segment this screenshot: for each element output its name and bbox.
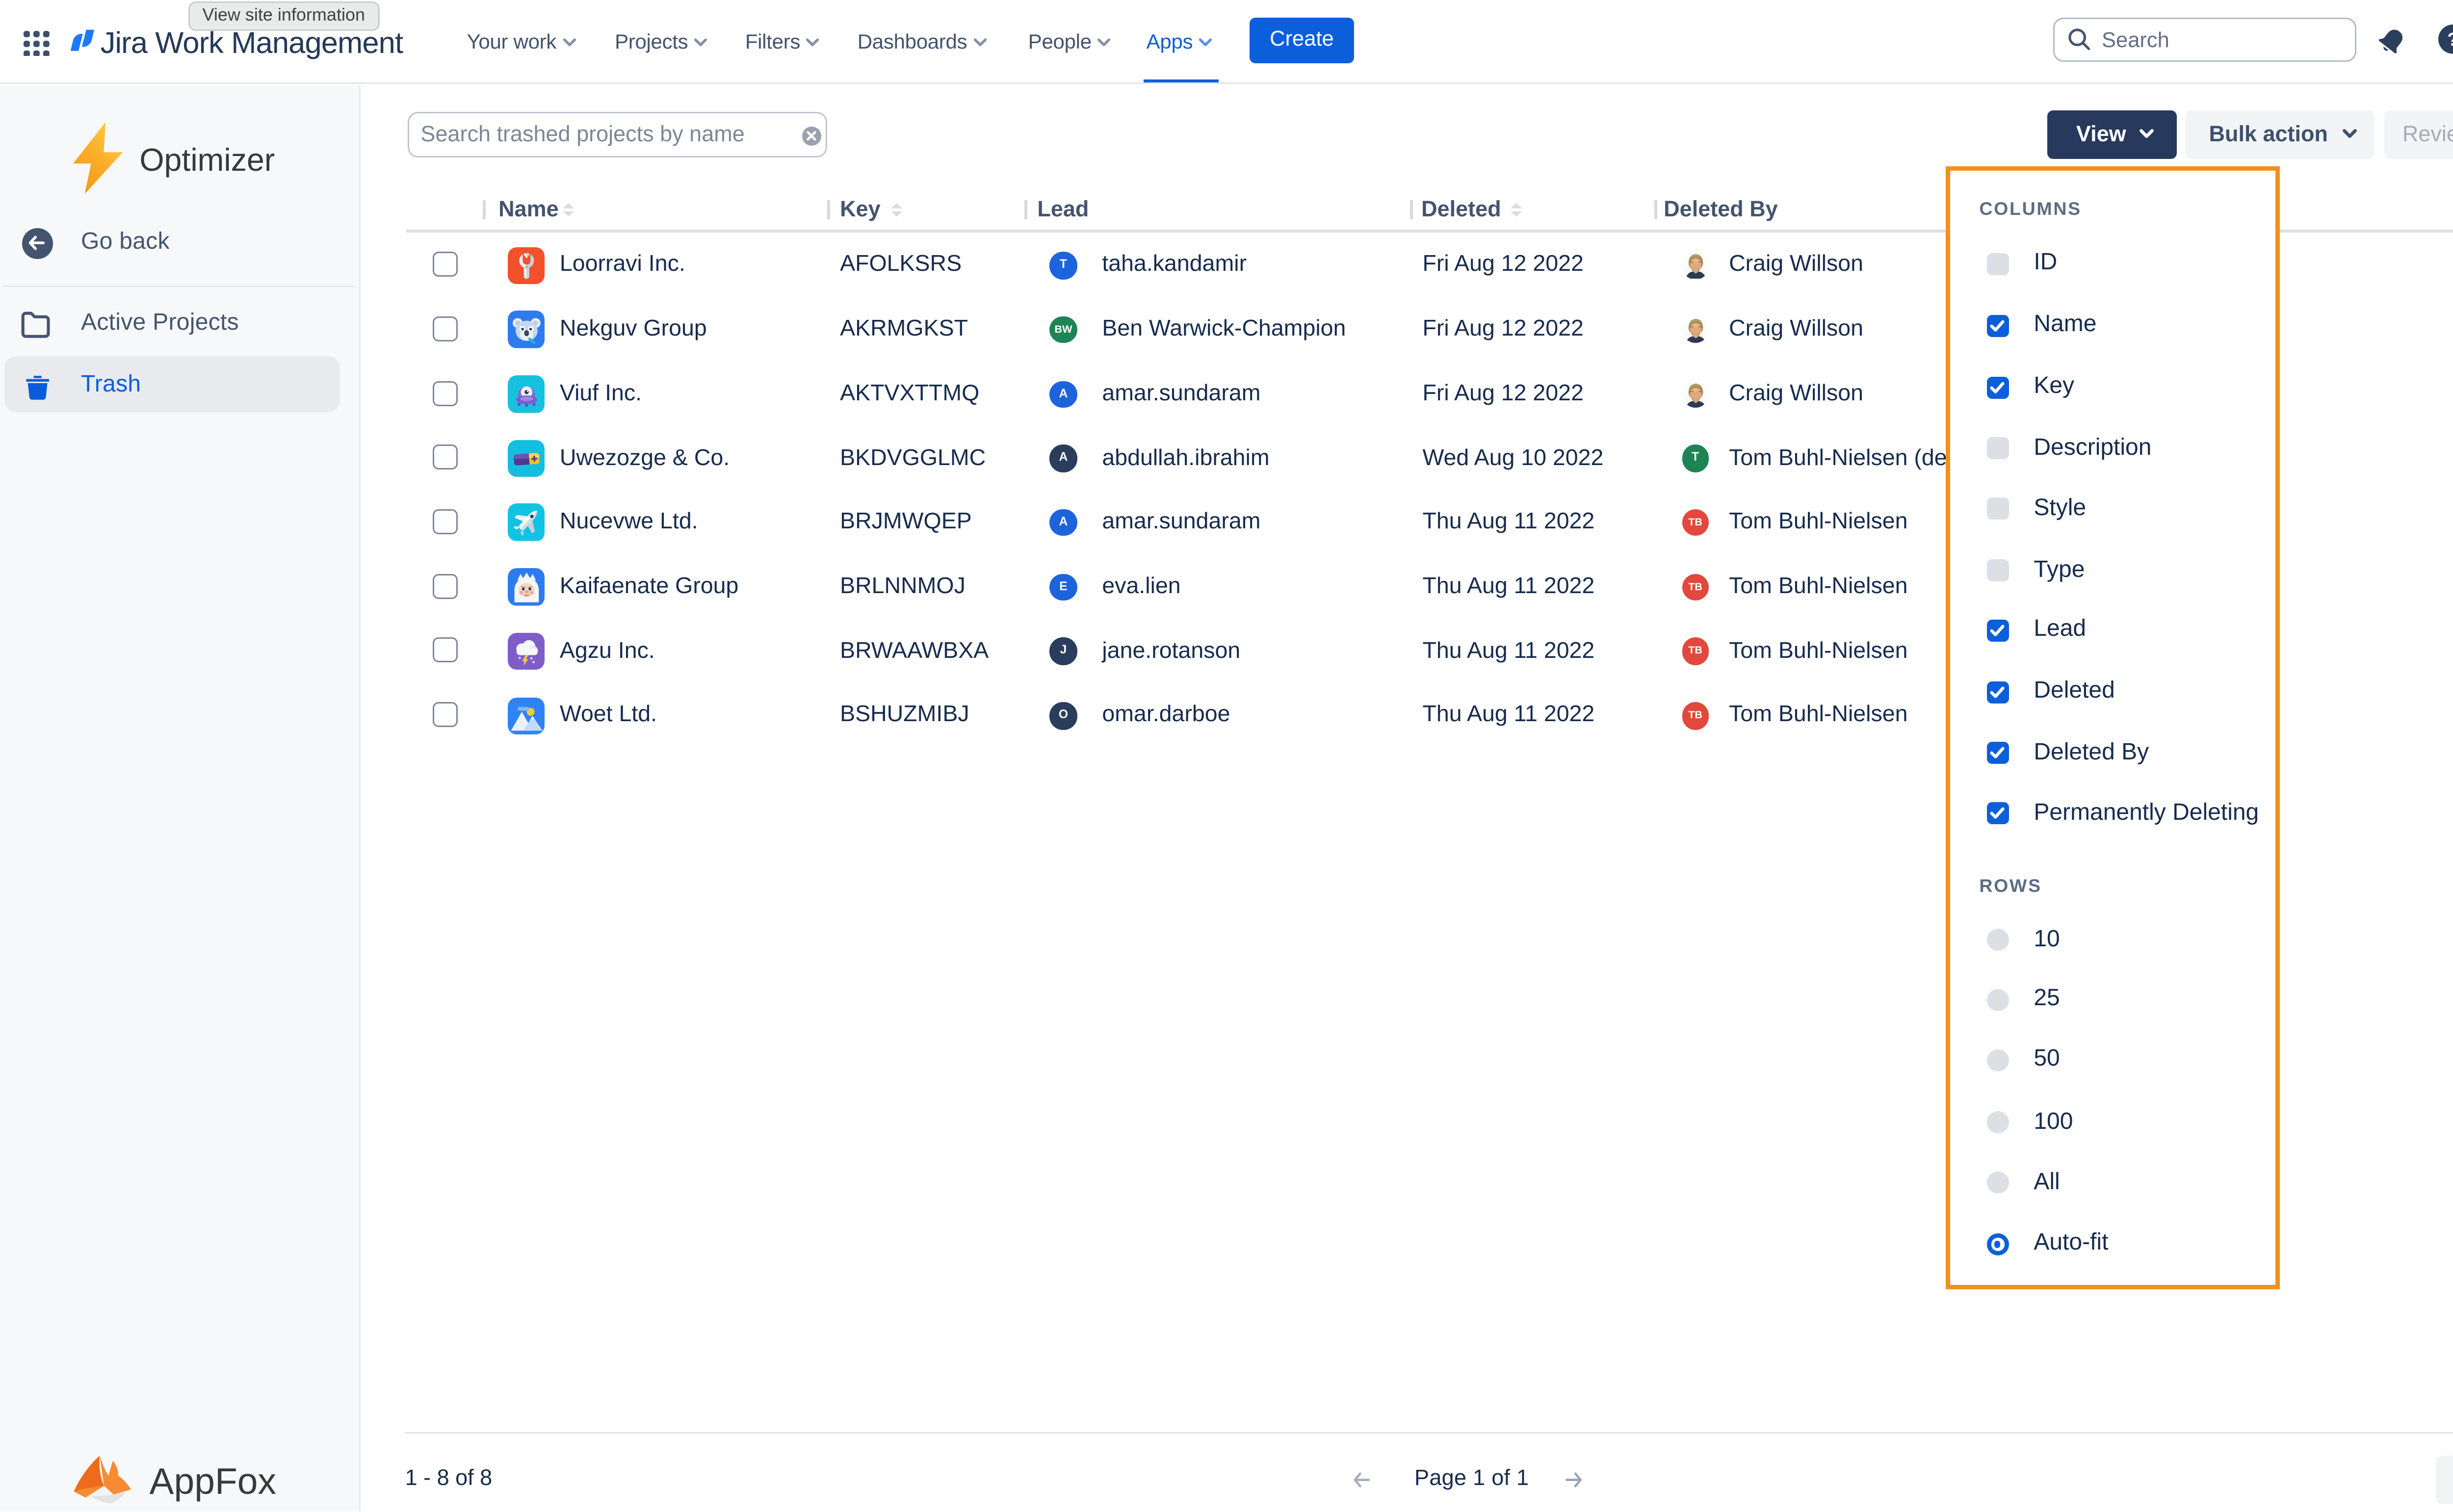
svg-text:?: ? [2447, 29, 2453, 50]
